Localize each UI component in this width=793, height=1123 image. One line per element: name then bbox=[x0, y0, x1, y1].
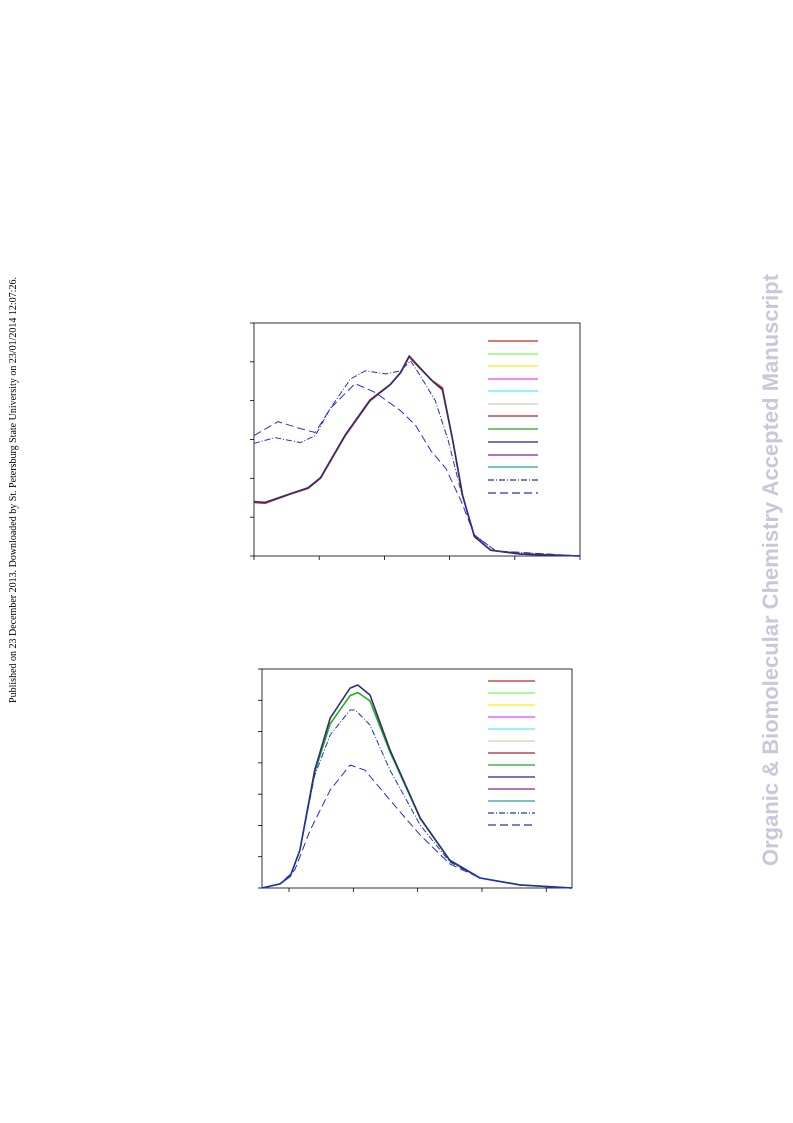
plot-frame bbox=[253, 322, 581, 557]
plot-frame bbox=[261, 668, 573, 889]
legend-swatches bbox=[488, 340, 538, 826]
data-line bbox=[261, 709, 573, 889]
data-line bbox=[261, 691, 573, 889]
data-line bbox=[253, 356, 581, 557]
data-line bbox=[261, 764, 573, 889]
watermark: Organic & Biomolecular Chemistry Accepte… bbox=[758, 273, 783, 866]
data-line bbox=[261, 684, 573, 889]
data-line bbox=[253, 360, 581, 557]
side-note: Published on 23 December 2013. Downloade… bbox=[8, 277, 19, 703]
data-line bbox=[253, 383, 581, 557]
data-line bbox=[253, 355, 581, 557]
